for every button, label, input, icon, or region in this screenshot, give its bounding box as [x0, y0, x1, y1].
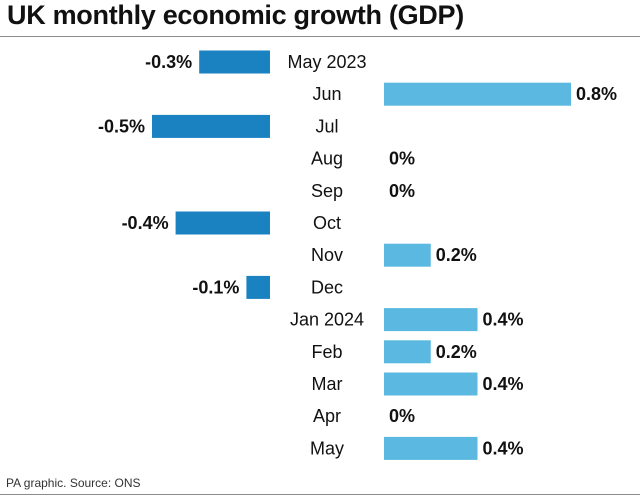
bar-row: Sep 0% — [311, 181, 415, 201]
top-rule — [0, 36, 640, 37]
bar — [384, 243, 431, 267]
bar — [199, 50, 270, 74]
category-label: Jul — [315, 116, 338, 136]
category-label: Nov — [311, 245, 343, 265]
bar-row: Aug 0% — [311, 149, 415, 169]
category-label: Feb — [311, 342, 342, 362]
category-label: Mar — [312, 374, 343, 394]
bar-row: Feb 0.2% — [311, 340, 477, 364]
bottom-rule — [0, 494, 640, 495]
chart-title: UK monthly economic growth (GDP) — [7, 0, 464, 30]
category-label: Sep — [311, 181, 343, 201]
value-label: 0.4% — [483, 310, 524, 330]
value-label: 0.4% — [483, 438, 524, 458]
bar — [384, 308, 478, 332]
category-label: Dec — [311, 277, 343, 297]
bar-row: Jun 0.8% — [312, 82, 617, 106]
value-label: -0.4% — [122, 213, 169, 233]
category-label: Apr — [313, 406, 341, 426]
category-label: Oct — [313, 213, 341, 233]
value-label: 0% — [389, 181, 415, 201]
bar-row: May 0.4% — [310, 436, 524, 460]
bar-row: Nov 0.2% — [311, 243, 477, 267]
bar-row: Oct -0.4% — [122, 211, 341, 235]
value-label: 0.2% — [436, 342, 477, 362]
category-label: May 2023 — [287, 52, 366, 72]
value-label: 0% — [389, 406, 415, 426]
source-note: PA graphic. Source: ONS — [6, 476, 141, 490]
value-label: -0.3% — [145, 52, 192, 72]
bar — [384, 372, 478, 396]
value-label: 0.8% — [576, 84, 617, 104]
bar-row: May 2023 -0.3% — [145, 50, 367, 74]
bar — [246, 275, 270, 299]
bar-row: Apr 0% — [313, 406, 415, 426]
value-label: -0.5% — [98, 116, 145, 136]
bar — [175, 211, 270, 235]
bar-row: Dec -0.1% — [192, 275, 343, 299]
bar — [384, 82, 571, 106]
value-label: 0.2% — [436, 245, 477, 265]
category-label: May — [310, 438, 344, 458]
value-label: 0% — [389, 149, 415, 169]
category-label: Jan 2024 — [290, 310, 364, 330]
bar — [384, 340, 431, 364]
bar-row: Mar 0.4% — [312, 372, 524, 396]
category-label: Jun — [312, 84, 341, 104]
category-label: Aug — [311, 149, 343, 169]
bar-row: Jan 2024 0.4% — [290, 308, 524, 332]
bar-row: Jul -0.5% — [98, 114, 339, 138]
value-label: -0.1% — [192, 277, 239, 297]
value-label: 0.4% — [483, 374, 524, 394]
bar — [152, 114, 270, 138]
bar — [384, 436, 478, 460]
